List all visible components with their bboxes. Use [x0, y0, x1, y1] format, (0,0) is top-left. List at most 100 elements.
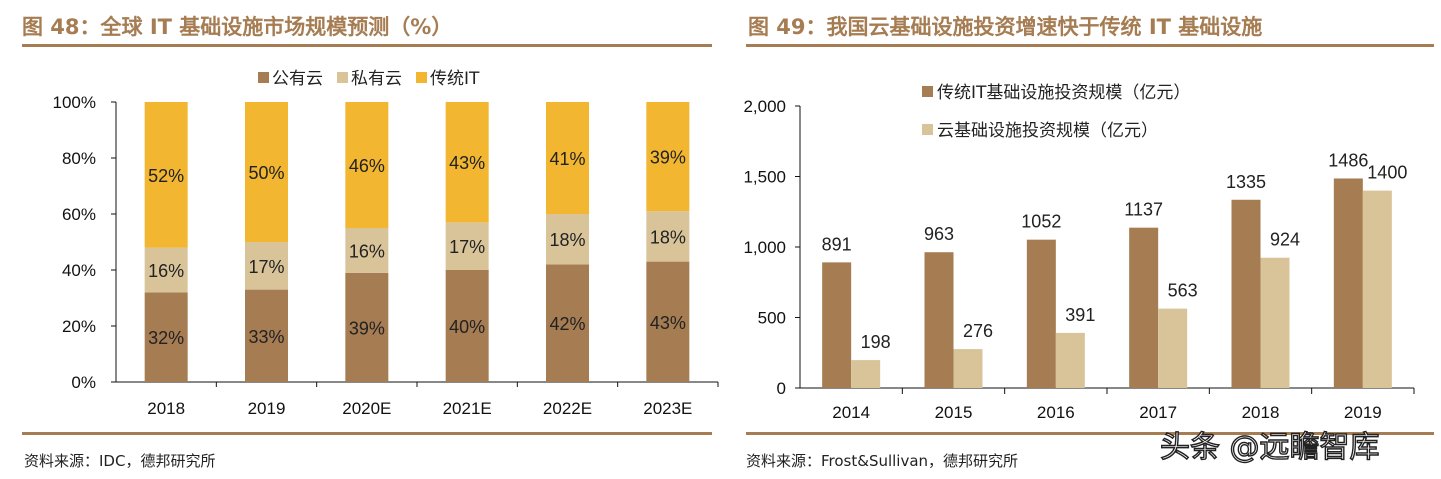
data-label: 39%	[349, 318, 385, 338]
y-tick-label: 60%	[62, 205, 96, 224]
data-label: 1335	[1226, 172, 1266, 192]
data-label: 1137	[1124, 200, 1163, 220]
legend-label: 传统IT基础设施投资规模（亿元）	[937, 83, 1190, 103]
chart49-source: 资料来源：Frost&Sullivan，德邦研究所	[746, 452, 1018, 470]
bar-segment-公有云	[546, 264, 589, 382]
legend-swatch	[337, 72, 348, 83]
chart48: 0% 20% 40% 60% 80% 100% 2018 32% 16% 52% 2019 33% 17…	[53, 69, 719, 418]
y-tick-label: 100%	[53, 93, 96, 112]
data-label: 39%	[650, 148, 686, 168]
x-tick-label: 2017	[1139, 403, 1177, 422]
data-label: 17%	[248, 257, 284, 277]
bar-cloud	[1362, 190, 1392, 388]
chart48-title: 图 48：全球 IT 基础设施市场规模预测（%）	[22, 15, 452, 39]
watermark: 头条 @远瞻智库	[1160, 430, 1380, 465]
bar-cloud	[851, 360, 881, 388]
bar-traditional-it	[1026, 239, 1056, 388]
legend-swatch	[258, 72, 269, 83]
bar-segment-公有云	[144, 292, 188, 382]
bar-segment-传统IT	[345, 102, 389, 228]
bar-segment-私有云	[546, 214, 589, 265]
bar-segment-私有云	[445, 222, 489, 270]
bar-segment-私有云	[345, 228, 389, 273]
legend-label: 公有云	[272, 69, 323, 89]
y-tick-label: 0%	[71, 373, 96, 392]
y-tick-label: 40%	[62, 261, 96, 280]
data-label: 43%	[650, 313, 686, 333]
data-label: 41%	[549, 149, 585, 169]
x-tick-label: 2018	[1242, 403, 1280, 422]
x-tick-label: 2015	[935, 403, 973, 422]
data-label: 1052	[1021, 212, 1061, 232]
x-tick-label: 2022E	[543, 399, 592, 418]
data-label: 43%	[449, 153, 485, 173]
bar-segment-私有云	[646, 211, 690, 262]
bar-segment-私有云	[144, 247, 188, 293]
bar-segment-公有云	[445, 270, 489, 382]
data-label: 33%	[248, 327, 284, 347]
legend-label: 云基础设施投资规模（亿元）	[937, 121, 1158, 141]
x-tick-label: 2019	[1344, 403, 1382, 422]
bar-segment-传统IT	[245, 102, 288, 242]
bar-segment-公有云	[646, 261, 690, 382]
bar-segment-传统IT	[546, 102, 589, 214]
x-tick-label: 2016	[1037, 403, 1075, 422]
bar-cloud	[1260, 257, 1290, 388]
data-label: 16%	[349, 241, 385, 261]
x-tick-label: 2014	[832, 403, 870, 422]
bar-segment-公有云	[245, 289, 288, 382]
y-tick-label: 2,000	[743, 97, 786, 116]
data-label: 46%	[349, 156, 385, 176]
data-label: 18%	[650, 227, 686, 247]
y-tick-label: 0	[777, 379, 786, 398]
chart49-top-rule	[746, 44, 1434, 47]
bar-traditional-it	[924, 252, 954, 388]
chart49-title: 图 49：我国云基础设施投资增速快于传统 IT 基础设施	[748, 15, 1262, 39]
chart48-bottom-rule	[22, 432, 712, 435]
bar-segment-公有云	[345, 272, 389, 382]
data-label: 42%	[549, 314, 585, 334]
y-tick-label: 500	[758, 309, 786, 328]
data-label: 276	[963, 321, 993, 341]
chart48-top-rule	[22, 44, 712, 47]
legend-label: 传统IT	[430, 69, 480, 89]
bar-segment-传统IT	[445, 102, 489, 223]
data-label: 40%	[449, 317, 485, 337]
y-tick-label: 20%	[62, 317, 96, 336]
chart49: 0 500 1,000 1,500 2,000 2014 891 198 2015 963 276 2…	[743, 83, 1415, 422]
data-label: 17%	[449, 237, 485, 257]
legend-label: 私有云	[351, 69, 402, 89]
x-tick-label: 2023E	[643, 399, 692, 418]
bar-cloud	[1158, 308, 1188, 388]
legend-swatch	[416, 72, 427, 83]
data-label: 32%	[148, 328, 184, 348]
data-label: 50%	[248, 163, 284, 183]
chart49-bottom-rule	[746, 432, 1434, 435]
data-label: 963	[924, 224, 954, 244]
data-label: 198	[861, 332, 891, 352]
data-label: 1400	[1367, 163, 1407, 183]
bar-segment-传统IT	[144, 102, 188, 248]
chart48-source: 资料来源：IDC，德邦研究所	[24, 452, 215, 470]
y-tick-label: 1,500	[743, 168, 786, 187]
data-label: 391	[1065, 305, 1095, 325]
y-tick-label: 1,000	[743, 238, 786, 257]
x-tick-label: 2018	[147, 399, 185, 418]
bar-traditional-it	[1333, 178, 1363, 388]
data-label: 16%	[148, 261, 184, 281]
bar-traditional-it	[1129, 227, 1159, 388]
data-label: 924	[1270, 230, 1300, 250]
x-tick-label: 2020E	[342, 399, 391, 418]
bar-cloud	[953, 349, 983, 388]
bar-traditional-it	[822, 262, 852, 388]
bar-segment-传统IT	[646, 102, 690, 212]
data-label: 891	[822, 234, 852, 254]
legend-swatch	[922, 86, 933, 97]
data-label: 563	[1168, 281, 1198, 301]
x-tick-label: 2019	[248, 399, 286, 418]
data-label: 1486	[1328, 150, 1368, 170]
x-tick-label: 2021E	[443, 399, 492, 418]
y-tick-label: 80%	[62, 149, 96, 168]
data-label: 18%	[549, 230, 585, 250]
